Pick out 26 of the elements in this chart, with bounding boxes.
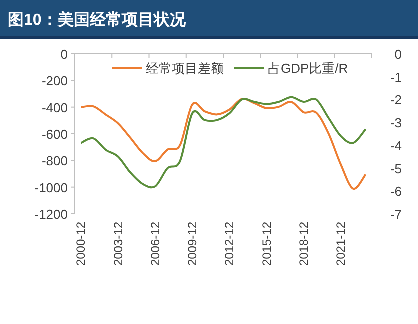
x-tick-label: 2003-12 [111, 222, 126, 266]
x-tick-label: 2021-12 [334, 222, 348, 266]
y2-tick-label: -6 [390, 184, 402, 200]
y2-tick-label: -3 [390, 116, 402, 131]
x-tick-label: 2006-12 [148, 222, 162, 266]
y2-tick-label: 0 [394, 47, 402, 62]
x-tick-label: 2018-12 [296, 222, 311, 266]
y2-tick-label: -2 [390, 92, 402, 108]
y-tick-label: -600 [42, 127, 68, 142]
x-tick-label: 2012-12 [222, 222, 237, 266]
y2-tick-label: -4 [390, 138, 402, 154]
y-tick-label: -400 [42, 100, 68, 116]
x-tick-label: 2015-12 [260, 222, 274, 266]
chart-title: 图10：美国经常项目状况 [8, 10, 187, 29]
y2-tick-label: -7 [390, 207, 402, 222]
y2-tick-label: -5 [390, 161, 402, 176]
y-tick-label: -800 [42, 154, 68, 169]
y2-tick-label: -1 [390, 70, 402, 85]
y-tick-label: 0 [60, 47, 68, 62]
legend-label: 占GDP比重/R [268, 61, 348, 76]
y-tick-label: -1000 [34, 180, 68, 196]
x-tick-label: 2009-12 [186, 222, 200, 266]
x-tick-label: 2000-12 [74, 222, 88, 266]
y-tick-label: -1200 [34, 207, 68, 222]
legend-label: 经常项目差额 [146, 61, 224, 76]
y-tick-label: -200 [42, 74, 68, 89]
